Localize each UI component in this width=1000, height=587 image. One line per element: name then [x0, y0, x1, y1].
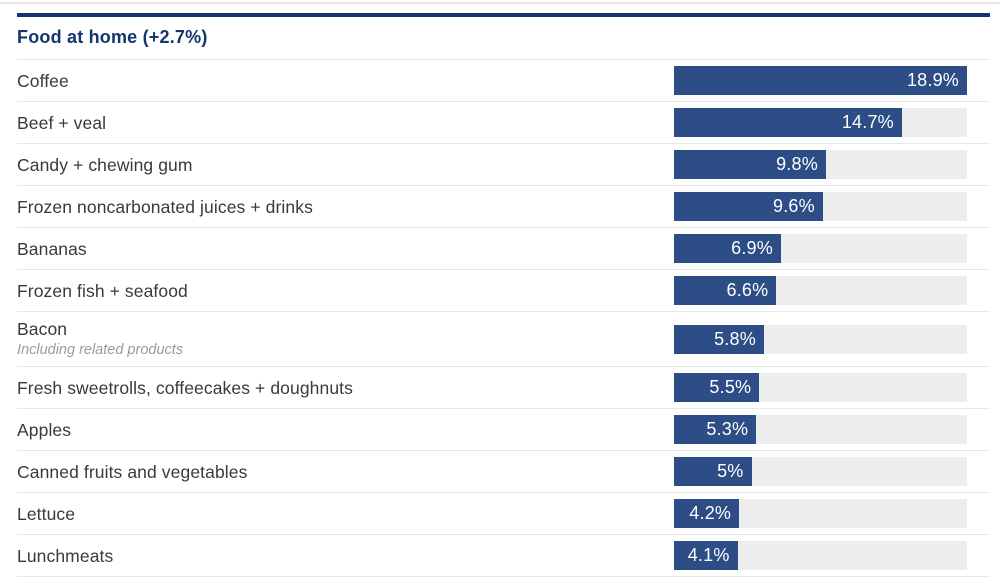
chart-row: Lettuce 4.2% [17, 493, 990, 535]
item-label-group: Lunchmeats [17, 545, 674, 567]
bar-value-label: 5.3% [706, 419, 749, 439]
bar: 5.5% [674, 373, 760, 402]
bar-value-label: 9.8% [776, 154, 818, 174]
chart-row: Beef + veal 14.7% [17, 102, 990, 144]
item-label: Coffee [17, 70, 69, 91]
top-hairline-divider [0, 2, 1000, 4]
bar: 4.1% [674, 541, 738, 570]
bar-track: 5.8% [674, 324, 967, 354]
bar-value-label: 6.6% [726, 280, 769, 300]
bar-track: 4.2% [674, 499, 967, 528]
bar-track: 4.1% [674, 541, 967, 570]
chart-row: Fresh sweetrolls, coffeecakes + doughnut… [17, 367, 990, 409]
item-label: Lettuce [17, 503, 76, 524]
bar-track: 5% [674, 457, 967, 486]
item-label-group: Coffee [17, 70, 674, 92]
bar: 18.9% [674, 66, 967, 95]
bar-value-label: 6.9% [731, 238, 773, 258]
section-title: Food at home (+2.7%) [17, 27, 208, 47]
chart-row: Lunchmeats 4.1% [17, 535, 990, 577]
item-sublabel: Including related products [17, 342, 184, 358]
bar-value-label: 18.9% [906, 70, 959, 90]
item-label-group: Bacon Including related products [17, 318, 674, 360]
bar: 6.9% [674, 234, 781, 263]
bar-chart: Coffee 18.9% Beef + veal 14.7% Candy + c… [17, 59, 990, 577]
item-label-group: Beef + veal [17, 112, 674, 134]
bar-value-label: 5% [717, 461, 744, 481]
chart-row: Canned fruits and vegetables 5% [17, 451, 990, 493]
chart-row: Coffee 18.9% [17, 60, 990, 102]
section-accent-rule [17, 13, 990, 17]
bar: 6.6% [674, 276, 777, 305]
item-label-group: Apples [17, 419, 674, 441]
item-label-group: Bananas [17, 238, 674, 260]
bar-track: 6.9% [674, 234, 967, 263]
bar-value-label: 5.8% [714, 328, 756, 349]
bar-value-label: 4.2% [689, 503, 732, 523]
chart-container: Food at home (+2.7%) Coffee 18.9% Beef +… [0, 13, 1000, 577]
item-label-group: Frozen noncarbonated juices + drinks [17, 196, 674, 218]
item-label: Canned fruits and vegetables [17, 461, 248, 482]
item-label-group: Canned fruits and vegetables [17, 461, 674, 483]
bar-track: 9.6% [674, 192, 967, 221]
bar: 5% [674, 457, 752, 486]
bar-track: 6.6% [674, 276, 967, 305]
bar: 14.7% [674, 108, 902, 137]
item-label: Beef + veal [17, 112, 107, 133]
bar-track: 5.3% [674, 415, 967, 444]
bar-value-label: 4.1% [687, 545, 730, 565]
bar: 5.3% [674, 415, 757, 444]
chart-row: Bananas 6.9% [17, 228, 990, 270]
item-label: Fresh sweetrolls, coffeecakes + doughnut… [17, 377, 353, 398]
bar-value-label: 5.5% [709, 377, 752, 397]
item-label: Frozen noncarbonated juices + drinks [17, 196, 313, 217]
item-label-group: Candy + chewing gum [17, 154, 674, 176]
item-label: Bacon [17, 319, 68, 339]
bar: 4.2% [674, 499, 740, 528]
item-label-group: Lettuce [17, 503, 674, 525]
item-label: Candy + chewing gum [17, 154, 193, 175]
bar: 9.8% [674, 150, 826, 179]
item-label: Apples [17, 419, 72, 440]
chart-row: Frozen noncarbonated juices + drinks 9.6… [17, 186, 990, 228]
chart-row: Apples 5.3% [17, 409, 990, 451]
bar-track: 5.5% [674, 373, 967, 402]
item-label: Frozen fish + seafood [17, 280, 188, 301]
chart-row: Candy + chewing gum 9.8% [17, 144, 990, 186]
item-label: Bananas [17, 238, 87, 259]
item-label-group: Frozen fish + seafood [17, 280, 674, 302]
bar-value-label: 14.7% [841, 112, 894, 132]
bar-track: 18.9% [674, 66, 967, 95]
item-label: Lunchmeats [17, 545, 114, 566]
chart-row: Bacon Including related products 5.8% [17, 312, 990, 367]
bar: 5.8% [674, 324, 764, 354]
chart-row: Frozen fish + seafood 6.6% [17, 270, 990, 312]
bar-track: 14.7% [674, 108, 967, 137]
bar: 9.6% [674, 192, 823, 221]
bar-value-label: 9.6% [772, 196, 815, 216]
item-label-group: Fresh sweetrolls, coffeecakes + doughnut… [17, 377, 674, 399]
bar-track: 9.8% [674, 150, 967, 179]
